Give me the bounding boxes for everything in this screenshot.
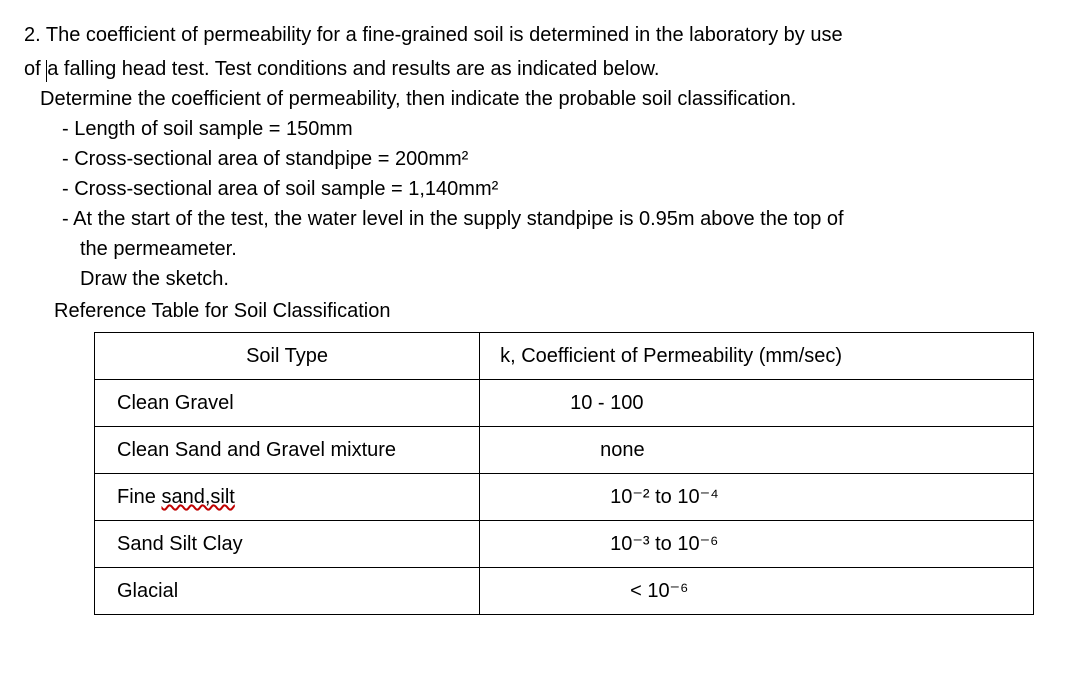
cell-soil-1: Clean Gravel <box>95 380 480 427</box>
determine-line: Determine the coefficient of permeabilit… <box>40 88 796 110</box>
cell-k-2: none <box>480 427 1034 474</box>
cell-soil-4: Sand Silt Clay <box>95 521 480 568</box>
table-row: Clean Gravel 10 - 100 <box>95 380 1034 427</box>
cell-k-4: 10⁻³ to 10⁻⁶ <box>480 521 1034 568</box>
bullet-4: At the start of the test, the water leve… <box>73 208 843 230</box>
cell-k-1: 10 - 100 <box>480 380 1034 427</box>
soil-classification-table: Soil Type k, Coefficient of Permeability… <box>94 332 1034 615</box>
header-permeability: k, Coefficient of Permeability (mm/sec) <box>480 333 1034 380</box>
intro-line2-rest: a falling head test. Test conditions and… <box>47 58 659 80</box>
table-row: Clean Sand and Gravel mixture none <box>95 427 1034 474</box>
cell-soil-3-prefix: Fine <box>117 486 161 508</box>
reference-table-title: Reference Table for Soil Classification <box>54 300 390 322</box>
cell-k-3: 10⁻² to 10⁻⁴ <box>480 474 1034 521</box>
bullet-1: Length of soil sample = 150mm <box>74 118 353 140</box>
bullet-3: Cross-sectional area of soil sample = 1,… <box>74 178 498 200</box>
cell-soil-2: Clean Sand and Gravel mixture <box>95 427 480 474</box>
cell-k-5: < 10⁻⁶ <box>480 568 1034 615</box>
draw-sketch-line: Draw the sketch. <box>80 268 229 290</box>
intro-line2-of: of <box>24 58 46 80</box>
table-header-row: Soil Type k, Coefficient of Permeability… <box>95 333 1034 380</box>
table-row: Glacial < 10⁻⁶ <box>95 568 1034 615</box>
question-number-line1: 2. The coefficient of permeability for a… <box>24 24 843 46</box>
cell-soil-5: Glacial <box>95 568 480 615</box>
table-row: Sand Silt Clay 10⁻³ to 10⁻⁶ <box>95 521 1034 568</box>
bullet-2: Cross-sectional area of standpipe = 200m… <box>74 148 468 170</box>
header-soil-type: Soil Type <box>95 333 480 380</box>
bullet-4-cont: the permeameter. <box>80 238 237 260</box>
cell-soil-3: Fine sand,silt <box>95 474 480 521</box>
table-row: Fine sand,silt 10⁻² to 10⁻⁴ <box>95 474 1034 521</box>
cell-soil-3-underlined: sand,silt <box>161 486 234 508</box>
